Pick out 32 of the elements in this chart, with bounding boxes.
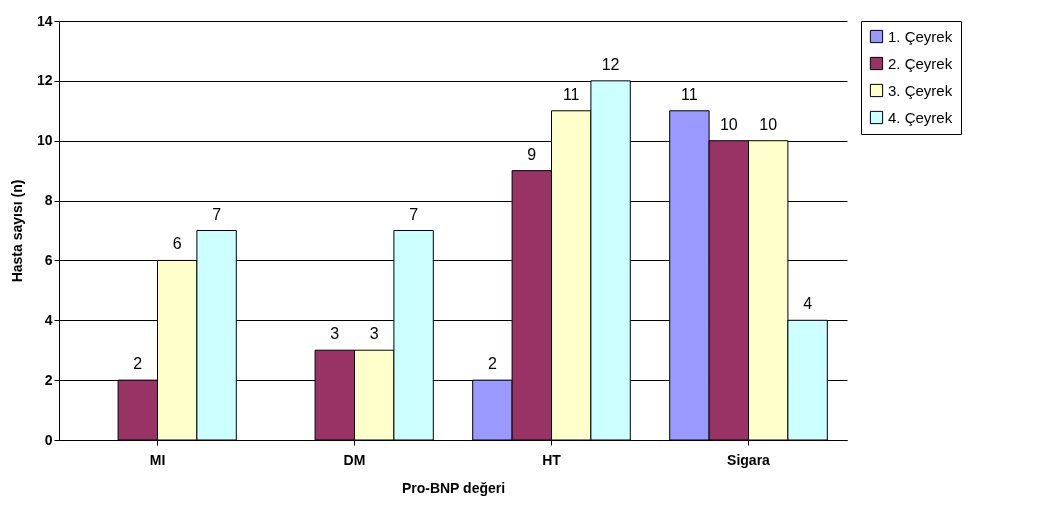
data-label: 12 [601, 55, 620, 73]
y-tick-label: 6 [44, 251, 53, 268]
legend-label: 4. Çeyrek [888, 108, 953, 126]
data-label: 3 [330, 325, 340, 343]
y-tick-label: 14 [36, 12, 53, 29]
x-tick-label: DM [343, 451, 366, 468]
data-label: 3 [369, 325, 379, 343]
x-axis-title: Pro-BNP değeri [401, 479, 506, 496]
data-label: 10 [719, 115, 738, 133]
y-tick-label: 2 [44, 371, 53, 388]
data-label: 10 [759, 115, 778, 133]
data-label: 2 [487, 355, 497, 373]
data-label: 6 [172, 235, 182, 253]
legend-label: 2. Çeyrek [888, 54, 953, 72]
data-label: 11 [681, 85, 698, 103]
data-label: 7 [409, 205, 419, 223]
legend-label: 3. Çeyrek [888, 81, 953, 99]
data-label: 7 [212, 205, 222, 223]
y-axis-title: Hasta sayısı (n) [8, 179, 25, 283]
y-tick-label: 10 [36, 132, 53, 149]
y-tick-label: 8 [44, 192, 53, 209]
x-tick-label: Sigara [727, 451, 771, 468]
x-tick-label: MI [149, 451, 166, 468]
data-label: 11 [562, 85, 580, 103]
data-label: 9 [527, 145, 537, 163]
legend-label: 1. Çeyrek [888, 27, 953, 45]
data-label: 2 [133, 355, 143, 373]
y-tick-label: 12 [36, 72, 53, 89]
y-tick-label: 0 [44, 431, 53, 448]
data-label: 4 [803, 295, 813, 313]
x-tick-label: HT [542, 451, 562, 468]
y-tick-label: 4 [44, 311, 53, 328]
